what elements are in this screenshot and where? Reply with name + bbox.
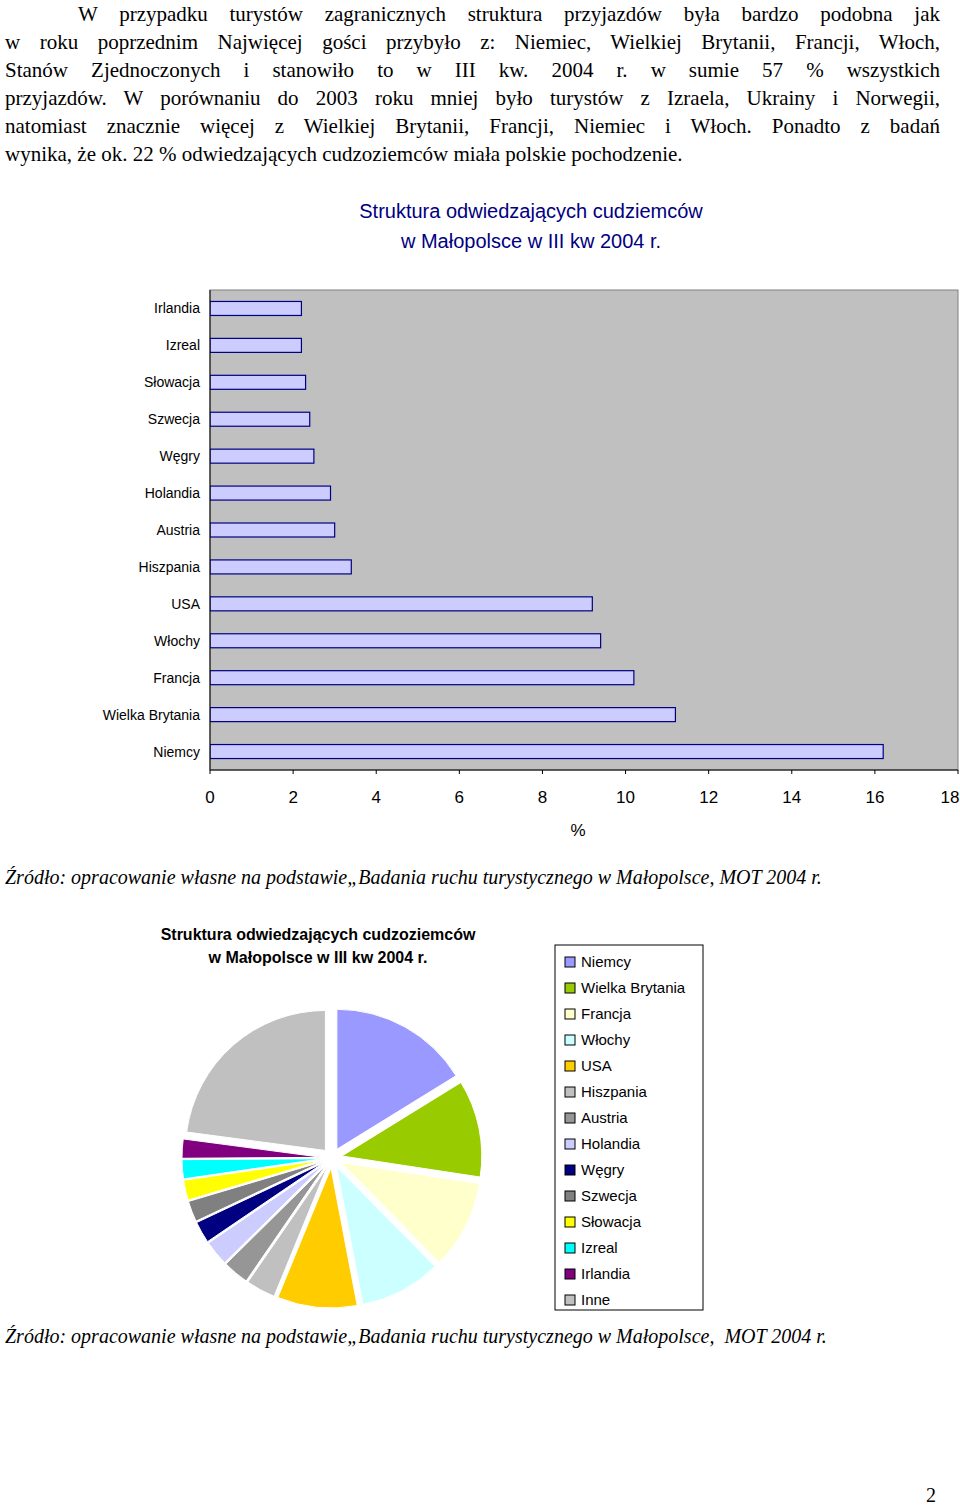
legend-swatch (565, 957, 575, 967)
legend-swatch (565, 1035, 575, 1045)
category-label: Niemcy (153, 744, 200, 760)
legend-label: Szwecja (581, 1187, 638, 1204)
chart-title: w Małopolsce w III kw 2004 r. (400, 230, 661, 252)
tick-label: 2 (288, 788, 297, 807)
tick-label: 10 (616, 788, 635, 807)
bar (210, 523, 335, 537)
bar (210, 671, 634, 685)
tick (542, 770, 543, 774)
category-label: Wielka Brytania (103, 707, 200, 723)
paragraph-line: wynika, że ok. 22 % odwiedzających cudzo… (5, 140, 683, 168)
chart-title: Struktura odwiedzających cudziemców (359, 200, 703, 222)
source-caption: Źródło: opracowanie własne na podstawie„… (5, 866, 822, 889)
paragraph-line: w roku poprzednim Najwięcej gości przyby… (5, 28, 940, 56)
tick-label: 14 (782, 788, 801, 807)
tick-label: 8 (538, 788, 547, 807)
legend-swatch (565, 1165, 575, 1175)
page: W przypadku turystów zagranicznych struk… (0, 0, 960, 1511)
legend-swatch (565, 983, 575, 993)
paragraph-line: W przypadku turystów zagranicznych struk… (78, 0, 940, 28)
category-label: Holandia (145, 485, 200, 501)
tick-label: 18 (941, 788, 960, 807)
paragraph-line: natomiast znacznie więcej z Wielkiej Bry… (5, 112, 940, 140)
legend-label: USA (581, 1057, 612, 1074)
tick (791, 770, 792, 774)
legend-swatch (565, 1269, 575, 1279)
bar (210, 449, 314, 463)
legend-swatch (565, 1087, 575, 1097)
category-label: USA (171, 596, 200, 612)
bar (210, 708, 675, 722)
legend-label: Włochy (581, 1031, 631, 1048)
tick (293, 770, 294, 774)
chart-title: w Małopolsce w III kw 2004 r. (208, 949, 428, 966)
legend-swatch (565, 1113, 575, 1123)
paragraph-line: Stanów Zjednoczonych i stanowiło to w II… (5, 56, 940, 84)
y-axis (210, 290, 211, 770)
legend-label: Irlandia (581, 1265, 631, 1282)
tick-label: 12 (699, 788, 718, 807)
legend-swatch (565, 1009, 575, 1019)
legend-swatch (565, 1139, 575, 1149)
legend-swatch (565, 1295, 575, 1305)
bar (210, 597, 592, 611)
plot-area (210, 290, 958, 770)
bar (210, 560, 351, 574)
bar (210, 486, 331, 500)
pie-slice (182, 1159, 322, 1179)
bar (210, 375, 306, 389)
tick-label: 4 (371, 788, 380, 807)
legend-swatch (565, 1191, 575, 1201)
legend-swatch (565, 1061, 575, 1071)
tick (708, 770, 709, 774)
category-label: Słowacja (144, 374, 200, 390)
legend-label: Inne (581, 1291, 610, 1308)
charts: Struktura odwiedzających cudziemców w Mał… (0, 0, 960, 1511)
legend-swatch (565, 1243, 575, 1253)
axis-label: % (570, 821, 585, 840)
bar (210, 745, 883, 759)
tick (958, 770, 959, 774)
category-label: Węgry (160, 448, 200, 464)
legend-label: Hiszpania (581, 1083, 648, 1100)
tick (874, 770, 875, 774)
category-label: Austria (156, 522, 200, 538)
source-caption: Źródło: opracowanie własne na podstawie„… (5, 1325, 827, 1348)
category-label: Francja (153, 670, 200, 686)
legend-label: Niemcy (581, 953, 632, 970)
pie-slice (187, 1010, 326, 1150)
tick (459, 770, 460, 774)
tick (210, 770, 211, 774)
bars (210, 301, 883, 758)
legend-label: Austria (581, 1109, 628, 1126)
tick (376, 770, 377, 774)
legend-label: Holandia (581, 1135, 641, 1152)
category-label: Szwecja (148, 411, 200, 427)
bar (210, 634, 601, 648)
tick-label: 6 (455, 788, 464, 807)
legend-label: Francja (581, 1005, 632, 1022)
chart-title: Struktura odwiedzających cudzoziemców (161, 926, 476, 943)
category-label: Izreal (166, 337, 200, 353)
bar (210, 412, 310, 426)
bar (210, 301, 301, 315)
legend-label: Izreal (581, 1239, 618, 1256)
category-label: Hiszpania (139, 559, 201, 575)
pie-slice (342, 1082, 482, 1177)
tick-label: 16 (865, 788, 884, 807)
category-label: Irlandia (154, 300, 200, 316)
legend-label: Węgry (581, 1161, 625, 1178)
legend (555, 945, 703, 1310)
paragraph-line: przyjazdów. W porównaniu do 2003 roku mn… (5, 84, 940, 112)
tick-label: 0 (205, 788, 214, 807)
legend-label: Wielka Brytania (581, 979, 686, 996)
x-axis (210, 770, 958, 771)
category-label: Włochy (154, 633, 200, 649)
page-number: 2 (926, 1484, 936, 1507)
legend-label: Słowacja (581, 1213, 642, 1230)
legend-swatch (565, 1217, 575, 1227)
bar (210, 338, 301, 352)
tick (625, 770, 626, 774)
